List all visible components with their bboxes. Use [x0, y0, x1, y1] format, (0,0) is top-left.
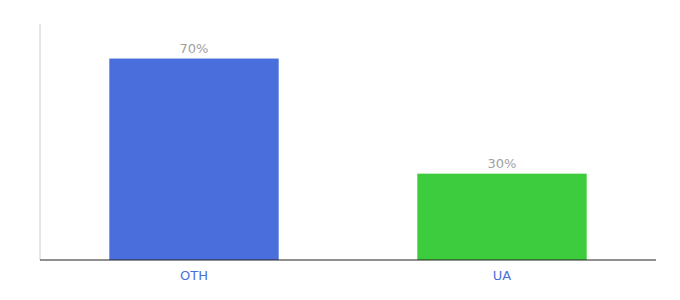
data-label: 70%	[180, 41, 209, 56]
chart-container: 70% 30% OTH UA	[0, 0, 680, 300]
x-axis-line	[40, 259, 656, 260]
chart: 70% 30% OTH UA	[0, 0, 680, 300]
bars	[109, 59, 586, 260]
x-tick-label: OTH	[180, 268, 208, 283]
data-labels: 70% 30%	[180, 41, 517, 171]
y-axis-line	[40, 24, 41, 260]
axes: OTH UA	[40, 24, 656, 283]
bar	[109, 59, 278, 260]
bar	[417, 174, 586, 260]
x-tick-label: UA	[493, 268, 512, 283]
data-label: 30%	[488, 156, 517, 171]
